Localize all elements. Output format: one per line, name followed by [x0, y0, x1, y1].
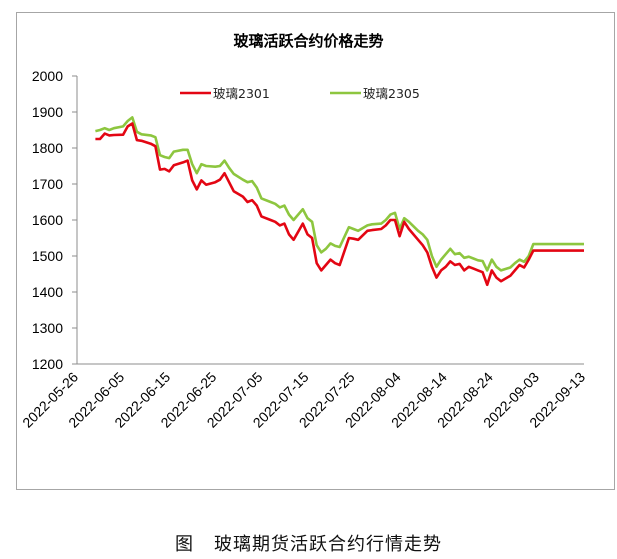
legend-label: 玻璃2301 [213, 86, 270, 101]
y-tick-label: 1700 [32, 176, 63, 192]
y-axis: 1200 1300 1400 1500 1600 1700 1800 1900 2000 [32, 68, 78, 372]
figure-caption: 图玻璃期货活跃合约行情走势 [0, 530, 617, 556]
x-axis: 2022-05-262022-06-052022-06-152022-06-25… [19, 363, 588, 431]
y-tick-label: 1400 [32, 284, 63, 300]
series-lines [95, 116, 584, 287]
y-tick-label: 1900 [32, 104, 63, 120]
y-tick-label: 1800 [32, 140, 63, 156]
figure-label: 图 [175, 534, 194, 555]
y-tick-label: 1300 [32, 320, 63, 336]
series-line [95, 116, 584, 272]
y-tick-label: 1500 [32, 248, 63, 264]
chart-title: 玻璃活跃合约价格走势 [233, 32, 384, 50]
legend: 玻璃2301 玻璃2305 [180, 86, 420, 101]
series-line [95, 122, 584, 287]
y-tick-label: 1200 [32, 356, 63, 372]
line-chart: 1200 1300 1400 1500 1600 1700 1800 1900 2000 202… [19, 68, 588, 431]
legend-label: 玻璃2305 [363, 86, 420, 101]
y-tick-label: 1600 [32, 212, 63, 228]
caption-text: 玻璃期货活跃合约行情走势 [214, 534, 442, 555]
y-tick-label: 2000 [32, 68, 63, 84]
